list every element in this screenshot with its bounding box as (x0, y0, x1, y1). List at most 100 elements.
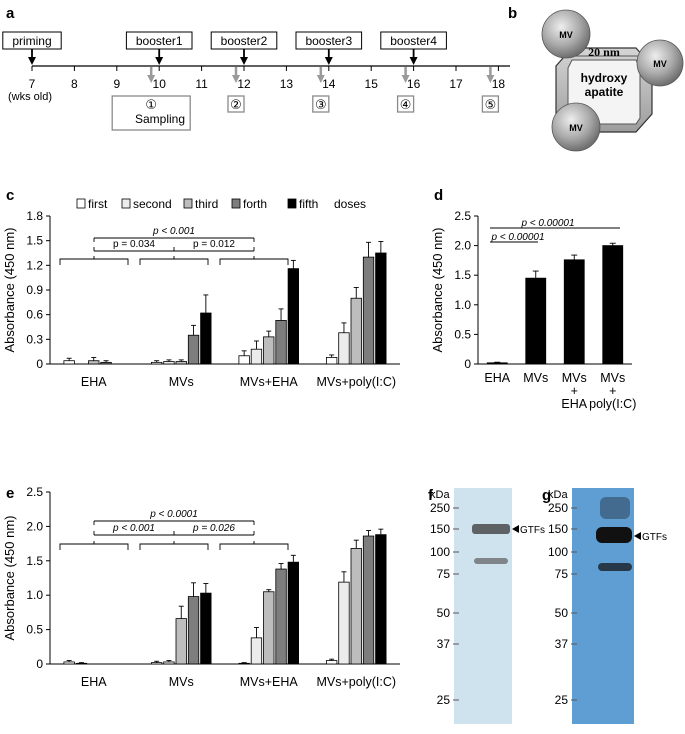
bar (63, 661, 75, 665)
stat-label: p = 0.034 (113, 239, 155, 250)
timeline-ticks: 7 8 9 10 11 12 13 14 15 16 17 18 (29, 66, 505, 91)
chart-d: 0 0.5 1.0 1.5 2.0 2.5 Absorbance (450 nm) EHA MV… (430, 209, 636, 411)
ladder-label: 100 (430, 545, 450, 559)
x-tick-label: MVs (169, 375, 194, 389)
bar (287, 268, 300, 365)
timeline-tick-label: 12 (237, 77, 251, 91)
down-arrow-icon (324, 57, 333, 65)
timeline-tick-label: 10 (153, 77, 167, 91)
timeline-tick-label: 9 (113, 77, 120, 91)
blot-membrane-f (454, 488, 512, 724)
y-axis-label: Absorbance (450 nm) (2, 515, 17, 640)
timeline-tick-label: 17 (449, 77, 463, 91)
legend-label: forth (243, 197, 267, 211)
down-arrow-icon (486, 75, 495, 83)
down-arrow-icon (28, 57, 36, 65)
bar (275, 320, 287, 365)
event-label: booster3 (305, 34, 352, 48)
y-tick-label: 1.5 (454, 268, 471, 282)
y-tick-label: 2.0 (26, 519, 43, 533)
bar (563, 259, 585, 365)
kda-label: kDa (548, 489, 568, 501)
timeline-tick-label: 15 (365, 77, 379, 91)
sampling-mark: ④ (400, 97, 412, 112)
bar (287, 561, 300, 665)
stat-label: p < 0.001 (112, 523, 155, 534)
ladder-label: 37 (437, 637, 451, 651)
bar (602, 245, 624, 365)
y-tick-label: 2.5 (26, 485, 43, 499)
mv-particle: MV (551, 102, 601, 152)
stat-label: p = 0.012 (193, 239, 235, 250)
x-tick-label: poly(I:C) (589, 397, 636, 411)
timeline-tick-label: 13 (280, 77, 294, 91)
band-label: GTFs (520, 525, 545, 536)
x-tick-label: MVs+EHA (240, 675, 299, 689)
bar (200, 312, 212, 365)
panel-b-letter: b (508, 5, 517, 22)
x-tick-label: EHA (484, 371, 510, 385)
bar (350, 548, 362, 665)
down-arrow-icon (409, 57, 418, 65)
panel-g: g kDa 250 150 100 75 50 37 25 GTFs (542, 487, 667, 724)
down-arrow-icon (147, 75, 156, 83)
bar (263, 336, 275, 365)
arrowhead-icon (634, 532, 641, 540)
y-tick-label: 1.0 (454, 298, 471, 312)
down-arrow-icon (401, 75, 410, 83)
legend-swatch (76, 198, 86, 209)
chart-e: 0 0.5 1.0 1.5 2.0 2.5 Absorbance (450 nm) EHA MV… (2, 485, 400, 689)
panel-b: b 20 nm hydroxy apatite MV MV MV (508, 5, 684, 152)
ladder-label: 50 (437, 606, 451, 620)
sampling-mark: ② (230, 97, 242, 112)
y-tick-label: 1.5 (26, 234, 43, 248)
significance-brackets-e: p < 0.0001 p < 0.001 p = 0.026 (59, 509, 289, 550)
mv-label: MV (569, 123, 583, 133)
sampling-box (227, 95, 245, 113)
kda-label: kDa (430, 489, 450, 501)
stat-label: p < 0.001 (152, 226, 195, 237)
panel-a: a 7 8 9 10 11 12 13 14 15 16 17 18 (wks old) primin… (2, 5, 510, 131)
ladder-label: 50 (555, 606, 569, 620)
y-tick-label: 0.3 (26, 332, 43, 346)
core-label-line1: hydroxy (581, 71, 628, 85)
ladder-label: 150 (430, 522, 450, 536)
event-label: booster1 (136, 34, 183, 48)
timeline-tick-label: 16 (407, 77, 421, 91)
timeline-tick-label: 8 (71, 77, 78, 91)
y-tick-label: 0.6 (26, 308, 43, 322)
legend-suffix: doses (334, 197, 366, 211)
y-tick-label: 1.8 (26, 209, 43, 223)
ladder-label: 37 (555, 637, 569, 651)
x-tick-label: MVs (562, 371, 587, 385)
down-arrow-icon (155, 57, 164, 65)
y-tick-label: 1.0 (26, 588, 43, 602)
x-tick-label: EHA (81, 375, 107, 389)
y-tick-label: 2.0 (454, 239, 471, 253)
y-tick-label: 0.9 (26, 283, 43, 297)
blot-band (474, 558, 508, 564)
bar (263, 591, 275, 665)
ladder-label: 150 (548, 522, 568, 536)
bar (163, 661, 175, 665)
bar (275, 568, 287, 665)
y-tick-label: 0.5 (454, 327, 471, 341)
timeline-events: priming booster1 booster2 booster3 booster4 (2, 31, 447, 65)
mv-label: MV (653, 59, 667, 69)
bar (486, 362, 508, 365)
ladder-markers-f: 250 150 100 75 50 37 25 (430, 501, 459, 707)
bar (100, 361, 112, 365)
timeline-unit-label: (wks old) (8, 91, 52, 103)
bar (63, 360, 75, 365)
legend-swatch (231, 198, 241, 209)
bar (150, 361, 163, 365)
stat-label: p < 0.00001 (490, 232, 544, 243)
stat-label: p = 0.026 (192, 523, 235, 534)
panel-d-letter: d (434, 187, 443, 204)
legend-label: first (88, 197, 108, 211)
dose-legend: first second third forth fifth doses (76, 197, 366, 211)
down-arrow-icon (232, 75, 240, 83)
x-tick-label: EHA (561, 397, 587, 411)
x-tick-label: MVs (600, 371, 625, 385)
